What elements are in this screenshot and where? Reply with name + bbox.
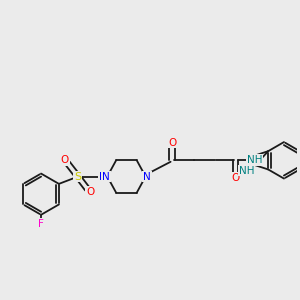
Text: O: O bbox=[61, 155, 69, 165]
Text: N: N bbox=[102, 172, 110, 182]
Text: NH: NH bbox=[238, 166, 254, 176]
Text: O: O bbox=[86, 187, 94, 197]
Text: O: O bbox=[168, 138, 176, 148]
Text: O: O bbox=[231, 173, 239, 183]
Text: N: N bbox=[99, 172, 107, 182]
Text: S: S bbox=[74, 172, 81, 182]
Text: NH: NH bbox=[247, 155, 262, 165]
Text: F: F bbox=[38, 219, 44, 229]
Text: N: N bbox=[143, 172, 151, 182]
